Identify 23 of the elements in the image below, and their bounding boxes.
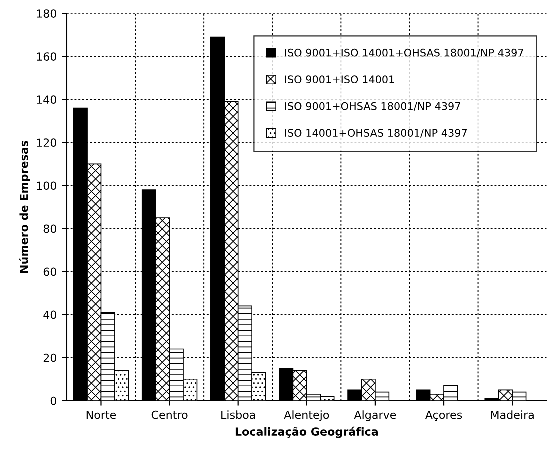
y-tick-label: 140 (37, 96, 56, 104)
y-tick-label: 180 (37, 10, 56, 18)
legend-label: ISO 9001+ISO 14001 (285, 76, 394, 84)
x-axis-title: Localização Geográfica (236, 426, 378, 438)
y-tick-label: 120 (37, 138, 56, 148)
x-tick-label: Alentejo (284, 410, 330, 422)
y-tick-label: 80 (44, 224, 56, 234)
y-tick-label: 100 (37, 182, 56, 190)
y-axis-title: Número de Empresas (19, 141, 30, 273)
legend-label: ISO 9001+ISO 14001+OHSAS 18001/NP 4397 (285, 48, 524, 58)
y-tick-label: 60 (44, 268, 56, 276)
x-tick-label: Centro (152, 410, 188, 420)
y-tick-label: 40 (44, 310, 56, 320)
legend-label: ISO 9001+OHSAS 18001/NP 4397 (285, 102, 460, 112)
x-tick-label: Algarve (354, 410, 396, 422)
y-tick-label: 20 (44, 354, 56, 362)
y-tick-label: 160 (37, 52, 56, 62)
x-tick-label: Madeira (491, 410, 534, 420)
x-tick-label: Lisboa (222, 410, 256, 420)
x-tick-label: Norte (86, 410, 116, 420)
legend-label: ISO 14001+OHSAS 18001/NP 4397 (285, 129, 467, 138)
x-tick-label: Açores (425, 410, 462, 422)
y-tick-label: 0 (50, 396, 56, 406)
